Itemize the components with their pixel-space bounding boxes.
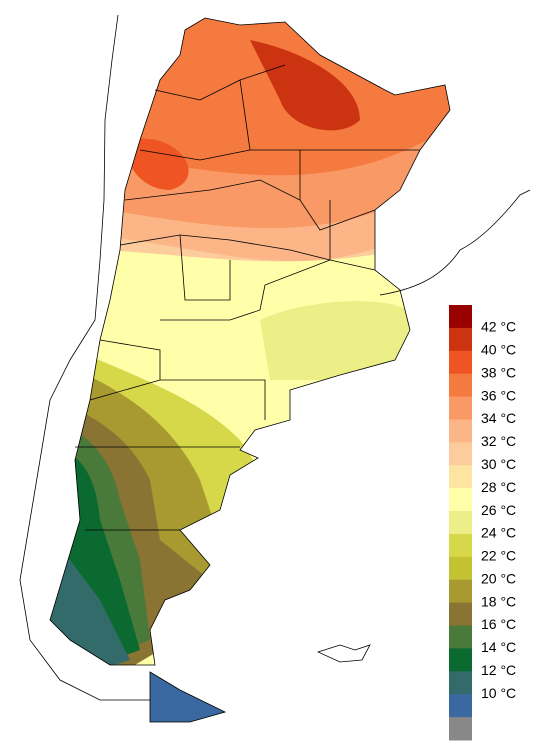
tierra-del-fuego [149, 671, 227, 723]
legend-label: 10 °C [481, 685, 516, 701]
legend-label: 36 °C [481, 387, 516, 403]
legend-label: 32 °C [481, 433, 516, 449]
legend-swatch [449, 694, 472, 718]
legend-label: 12 °C [481, 662, 516, 678]
legend-swatch [449, 648, 472, 672]
legend-swatch [449, 465, 472, 489]
legend-label: 14 °C [481, 639, 516, 655]
legend-swatch [449, 511, 472, 535]
legend-swatch [449, 556, 472, 581]
legend-label: 40 °C [481, 341, 516, 357]
malvinas [316, 644, 371, 663]
province-borders [75, 64, 420, 531]
legend-label: 30 °C [481, 456, 516, 472]
legend-label: 34 °C [481, 410, 516, 426]
neighbor-outlines [19, 14, 531, 701]
country-outline [49, 17, 451, 666]
legend-swatch [449, 717, 472, 741]
legend-swatch [449, 305, 472, 329]
legend-swatch [449, 602, 472, 627]
legend-label: 26 °C [481, 502, 516, 518]
legend-label: 38 °C [481, 364, 516, 380]
legend-swatch [449, 327, 472, 352]
legend-swatch [449, 625, 472, 649]
legend-label: 28 °C [481, 479, 516, 495]
legend-swatch [449, 533, 472, 558]
legend: 42 °C 40 °C 38 °C 36 °C 34 °C 32 °C 30 °C 28 °C… [449, 305, 516, 741]
legend-label: 18 °C [481, 593, 516, 609]
legend-swatch [449, 488, 472, 512]
legend-swatch [449, 442, 472, 466]
legend-label: 42 °C [481, 319, 516, 335]
legend-label: 20 °C [481, 570, 516, 586]
legend-swatch [449, 350, 472, 375]
legend-swatch [449, 579, 472, 604]
legend-swatch [449, 373, 472, 398]
legend-swatch [449, 396, 472, 420]
legend-label: 22 °C [481, 548, 516, 564]
legend-swatch [449, 671, 472, 695]
legend-label: 24 °C [481, 525, 516, 541]
legend-swatch [449, 419, 472, 443]
legend-label: 16 °C [481, 616, 516, 632]
